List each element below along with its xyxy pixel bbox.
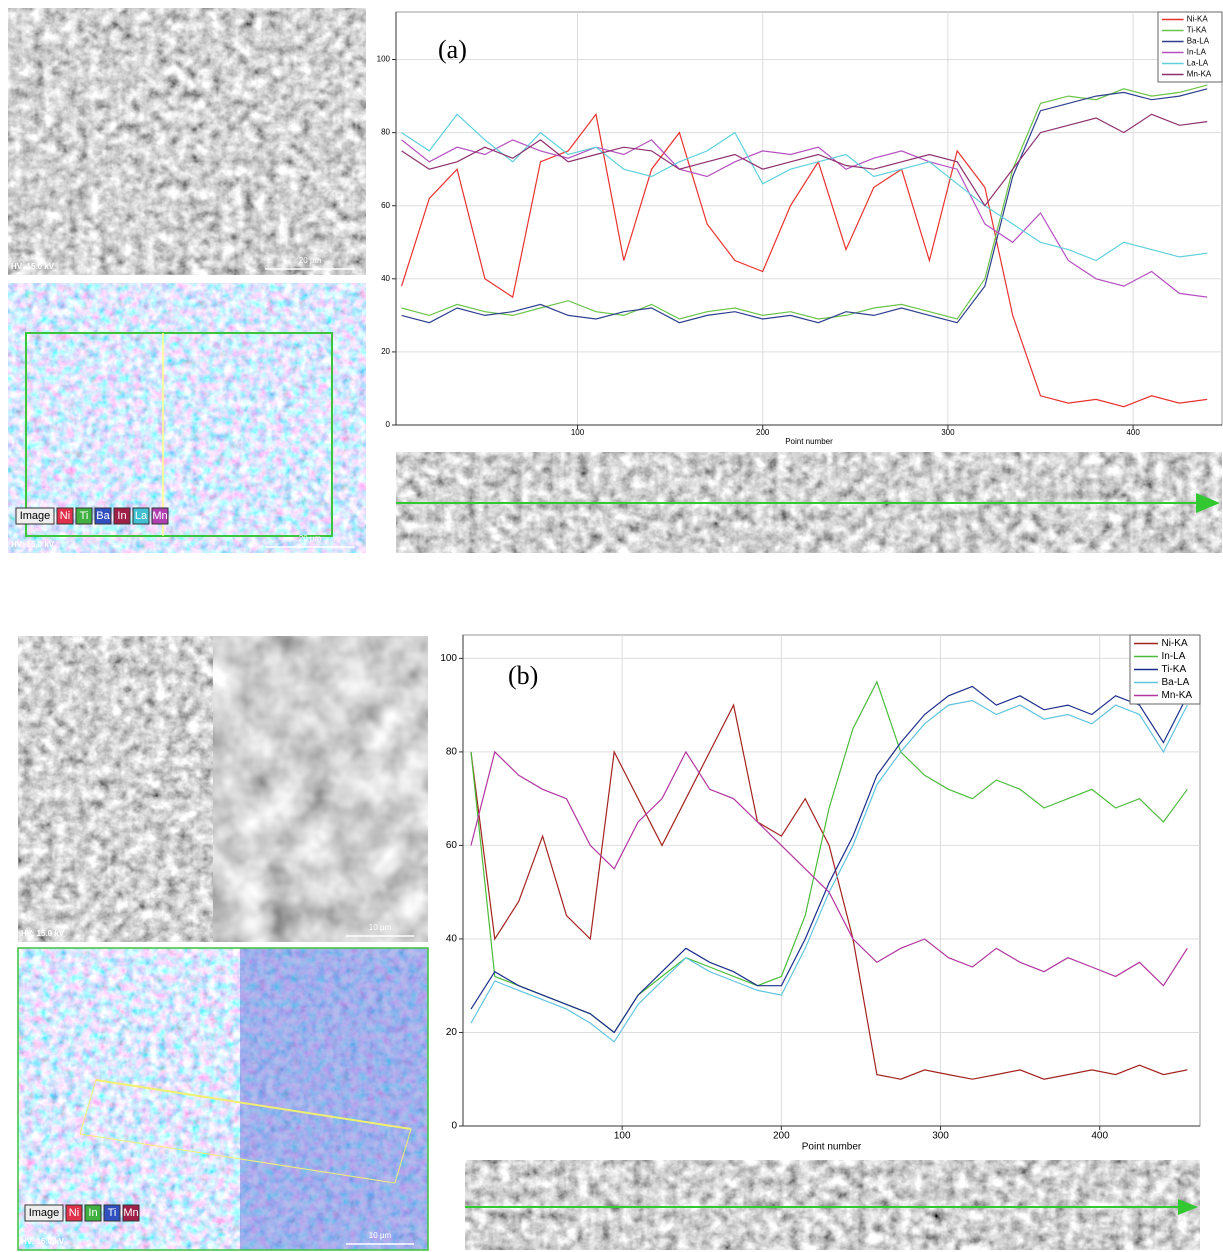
map-region [240, 948, 428, 1250]
scale-bar-label: 10 µm [369, 923, 392, 932]
map-legend-label: Ti [108, 1207, 117, 1219]
legend-box [1157, 11, 1223, 83]
legend-label: In-LA [1187, 48, 1207, 57]
data-line [470, 703, 1188, 1080]
map-legend-box [113, 507, 131, 525]
data-line [401, 88, 1208, 324]
x-tick-label: 400 [1126, 428, 1140, 437]
map-legend-label: La [135, 510, 148, 522]
x-tick-label: 300 [932, 1131, 949, 1142]
map-legend-box [132, 507, 150, 525]
map-legend-box [151, 507, 169, 525]
x-tick-label: 400 [1091, 1131, 1108, 1142]
map-legend-label: Mn [123, 1207, 138, 1219]
hv-label: HV: 15.0 kV [11, 262, 55, 271]
x-axis-label: Point number [785, 437, 833, 446]
map-legend-label: In [117, 510, 126, 522]
y-tick-label: 60 [381, 201, 390, 210]
legend-label: Ba-LA [1187, 37, 1210, 46]
map-legend-label: In [88, 1207, 97, 1219]
x-tick-label: 300 [941, 428, 955, 437]
y-tick-label: 60 [446, 840, 458, 851]
legend-label: Ni-KA [1162, 638, 1188, 649]
x-tick-label: 200 [756, 428, 770, 437]
map-legend-label: Ni [60, 510, 70, 522]
y-tick-label: 40 [446, 934, 458, 945]
legend-label: La-LA [1187, 59, 1209, 68]
map-legend-box [84, 1204, 102, 1222]
map-frame [17, 947, 429, 1251]
y-tick-label: 0 [386, 420, 391, 429]
hv-label: HV: 15.0 kV [21, 1237, 65, 1246]
map-legend-box [94, 507, 112, 525]
map-legend-label: Ni [69, 1207, 79, 1219]
line-scan-strip [465, 1160, 1200, 1250]
map-legend-box [103, 1204, 121, 1222]
legend-label: Ni-KA [1187, 15, 1209, 24]
panel-label: (b) [508, 661, 538, 690]
legend-label: In-LA [1162, 651, 1186, 662]
y-tick-label: 100 [440, 653, 457, 664]
data-line [401, 113, 1208, 262]
x-axis-label: Point number [802, 1142, 862, 1153]
y-tick-label: 20 [381, 347, 390, 356]
scale-bar-label: 20 µm [299, 256, 322, 265]
hv-label: HV: 15.0 kV [21, 929, 65, 938]
data-line [470, 750, 1188, 987]
data-line [401, 139, 1208, 298]
map-legend-label: Ti [80, 510, 89, 522]
plot-area [462, 634, 1201, 1127]
legend-label: Mn-KA [1187, 70, 1212, 79]
map-legend-label: Ba [96, 510, 110, 522]
y-tick-label: 20 [446, 1027, 458, 1038]
panel-label: (a) [438, 35, 467, 64]
scan-arrow-head [1178, 1199, 1198, 1215]
map-legend-box [15, 507, 55, 525]
hv-label: HV: 15.0 kV [11, 540, 55, 549]
y-tick-label: 0 [451, 1121, 457, 1132]
scale-bar-label: 20 µm [299, 534, 322, 543]
map-legend-box [24, 1204, 64, 1222]
scan-line [95, 1079, 412, 1130]
map-legend-label: Image [29, 1207, 60, 1219]
sem-image [8, 8, 366, 275]
x-tick-label: 200 [773, 1131, 790, 1142]
legend-label: Mn-KA [1162, 690, 1193, 701]
legend-label: Ti-KA [1162, 664, 1187, 675]
sem-smooth-region [213, 636, 428, 942]
legend-label: Ti-KA [1187, 26, 1207, 35]
x-tick-label: 100 [571, 428, 585, 437]
y-tick-label: 100 [377, 55, 391, 64]
y-tick-label: 40 [381, 274, 390, 283]
map-legend-box [56, 507, 74, 525]
map-legend-box [65, 1204, 83, 1222]
data-line [470, 685, 1188, 1034]
data-line [401, 113, 1208, 207]
map-legend-label: Image [20, 510, 51, 522]
map-legend-box [122, 1204, 140, 1222]
data-line [401, 112, 1208, 408]
scan-arrow-head [1196, 493, 1220, 513]
y-tick-label: 80 [446, 747, 458, 758]
scale-bar-label: 10 µm [369, 1231, 392, 1240]
x-tick-label: 100 [614, 1131, 631, 1142]
data-line [401, 84, 1208, 320]
y-tick-label: 80 [381, 128, 390, 137]
plot-area [395, 11, 1223, 426]
legend-label: Ba-LA [1162, 677, 1190, 688]
scan-area [25, 332, 333, 537]
map-legend-box [75, 507, 93, 525]
map-legend-label: Mn [152, 510, 167, 522]
